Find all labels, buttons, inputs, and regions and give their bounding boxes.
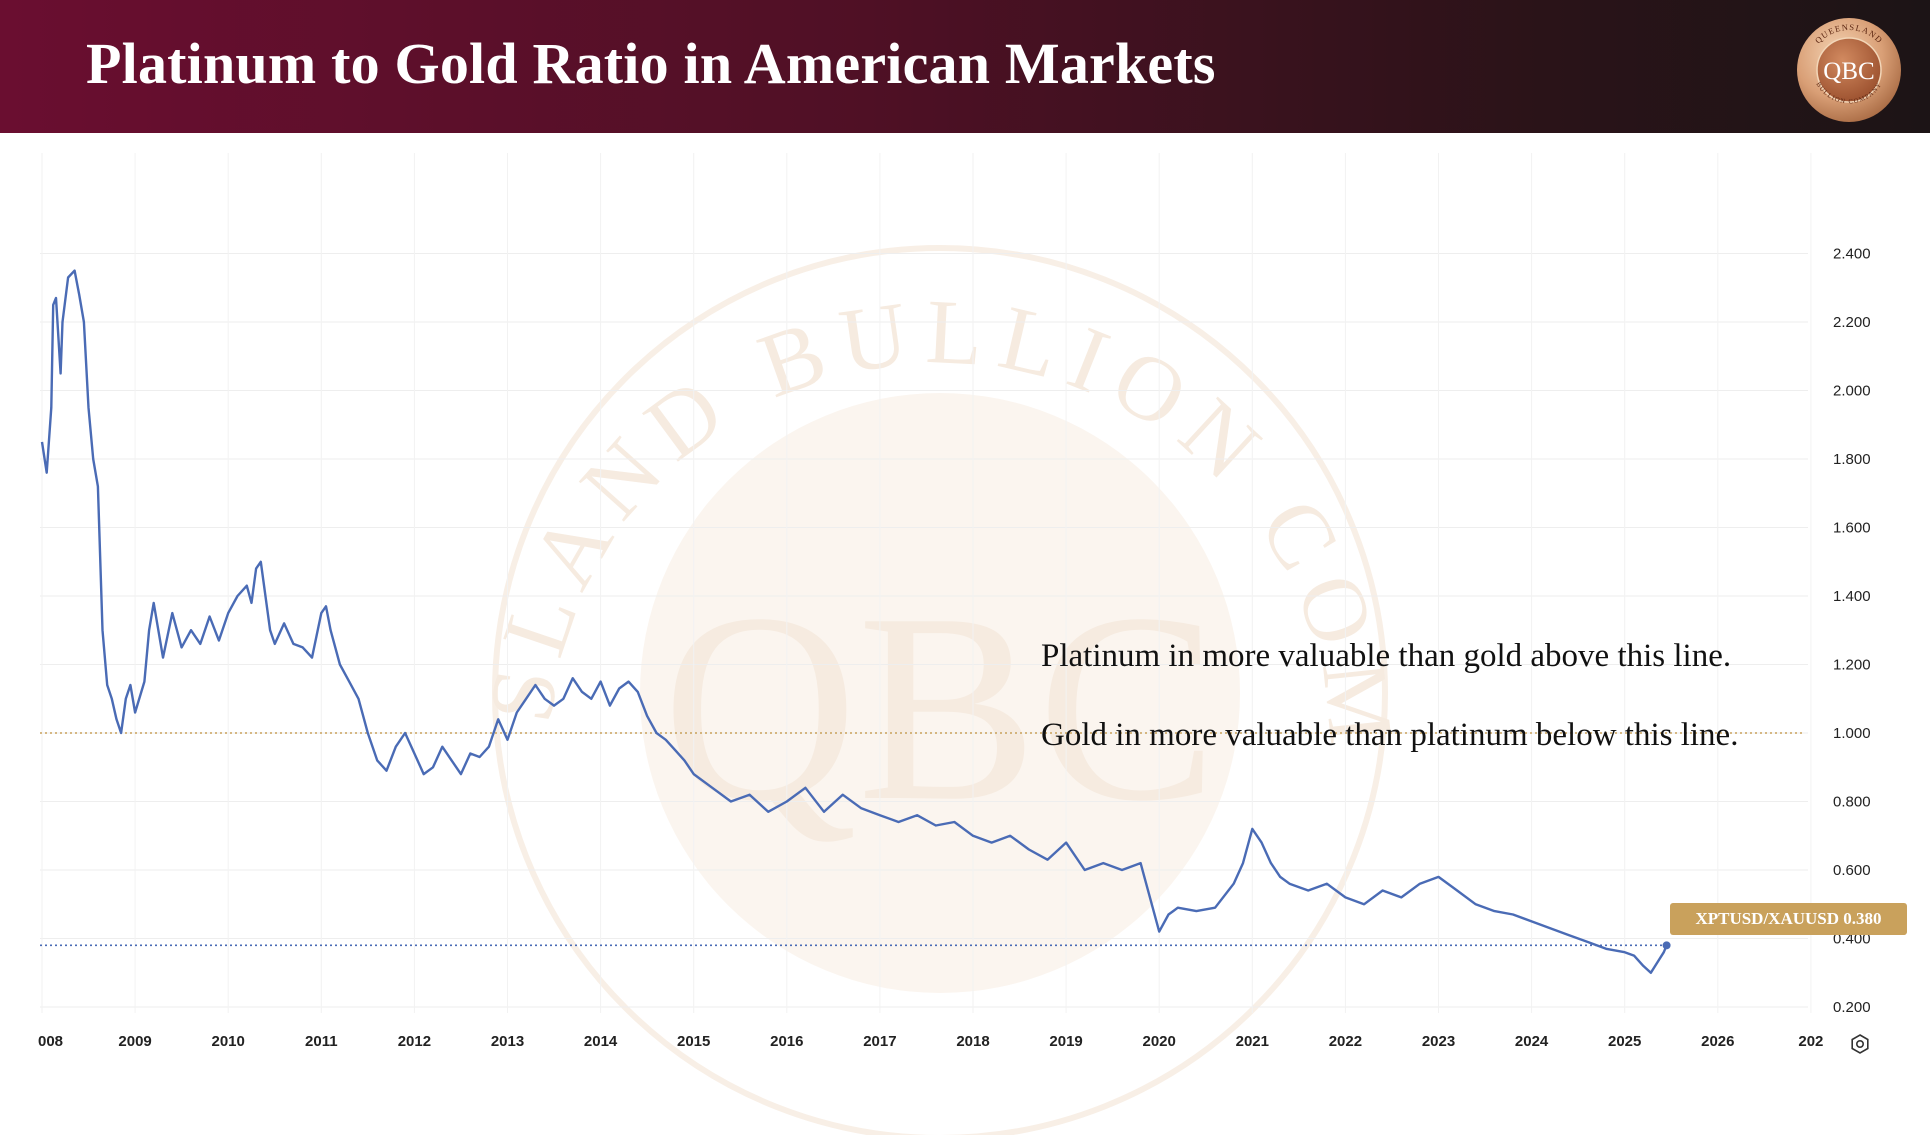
watermark-logo: QBC QUEENSLAND BULLION COMPANY xyxy=(0,133,1400,1135)
y-tick-label: 1.200 xyxy=(1833,657,1871,674)
x-tick-label: 2012 xyxy=(398,1033,431,1050)
x-tick-label: 2021 xyxy=(1236,1033,1269,1050)
chart-area: QBC QUEENSLAND BULLION COMPANY 0.2000.40… xyxy=(0,133,1930,1135)
y-tick-label: 0.800 xyxy=(1833,794,1871,811)
y-tick-label: 2.000 xyxy=(1833,383,1871,400)
x-tick-label: 2024 xyxy=(1515,1033,1549,1050)
x-tick-label: 2025 xyxy=(1608,1033,1641,1050)
price-badge: XPTUSD/XAUUSD 0.380 xyxy=(1670,903,1907,935)
annotation-above: Platinum in more valuable than gold abov… xyxy=(1041,638,1732,674)
x-tick-label: 2015 xyxy=(677,1033,710,1050)
x-tick-label: 2026 xyxy=(1701,1033,1734,1050)
qbc-logo: QUEENSLAND BULLION COMPANY QBC xyxy=(1797,18,1901,122)
y-tick-label: 0.600 xyxy=(1833,862,1871,879)
x-tick-label: 2019 xyxy=(1049,1033,1082,1050)
y-tick-label: 2.200 xyxy=(1833,314,1871,331)
gear-icon[interactable] xyxy=(1849,1033,1871,1055)
x-tick-label: 2018 xyxy=(956,1033,989,1050)
x-tick-label: 2013 xyxy=(491,1033,524,1050)
x-tick-label: 2011 xyxy=(305,1033,338,1050)
x-tick-label: 202 xyxy=(1798,1033,1823,1050)
x-tick-label: 2016 xyxy=(770,1033,803,1050)
y-tick-label: 1.800 xyxy=(1833,451,1871,468)
y-tick-label: 1.600 xyxy=(1833,520,1871,537)
x-tick-label: 2017 xyxy=(863,1033,896,1050)
page-title: Platinum to Gold Ratio in American Marke… xyxy=(86,31,1216,96)
y-tick-label: 1.400 xyxy=(1833,588,1871,605)
ratio-chart: 0.2000.4000.6000.8001.0001.2001.4001.600… xyxy=(38,153,1871,1050)
x-axis-ticks: 008 2009 2010 2011 2012 2013 2014 2015 2016 2017 2… xyxy=(38,1033,1823,1050)
y-tick-label: 2.400 xyxy=(1833,246,1871,263)
y-axis-ticks: 0.2000.4000.6000.8001.0001.2001.4001.600… xyxy=(1833,246,1871,1017)
y-tick-label: 1.000 xyxy=(1833,725,1871,742)
x-tick-label: 2010 xyxy=(212,1033,245,1050)
annotation-below: Gold in more valuable than platinum belo… xyxy=(1041,717,1739,753)
x-tick-label: 2022 xyxy=(1329,1033,1362,1050)
x-tick-label: 008 xyxy=(38,1033,63,1050)
chart-grid xyxy=(40,153,1812,1013)
y-tick-label: 0.200 xyxy=(1833,999,1871,1016)
x-tick-label: 2014 xyxy=(584,1033,618,1050)
reference-lines xyxy=(40,732,1805,947)
x-tick-label: 2023 xyxy=(1422,1033,1455,1050)
x-tick-label: 2009 xyxy=(118,1033,151,1050)
watermark-text: QBC xyxy=(662,558,1217,857)
logo-text: QBC xyxy=(1823,58,1874,85)
header-bar: Platinum to Gold Ratio in American Marke… xyxy=(0,0,1930,133)
last-value-marker xyxy=(1662,941,1671,950)
x-tick-label: 2020 xyxy=(1143,1033,1176,1050)
ratio-series-line xyxy=(40,269,1668,974)
